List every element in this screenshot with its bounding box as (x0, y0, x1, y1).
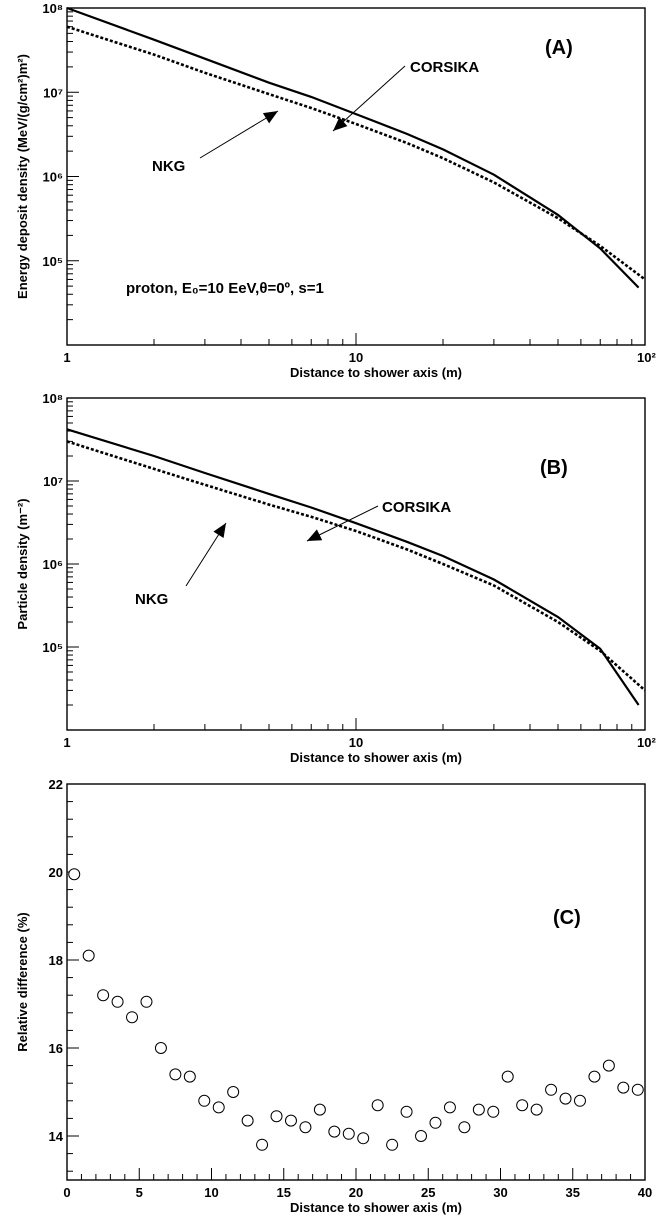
data-point (82, 949, 95, 962)
x-tick-label: 5 (136, 1185, 143, 1200)
annotation-nkg: NKG (135, 591, 168, 608)
x-tick-label: 1 (63, 350, 70, 365)
y-tick-label: 20 (49, 865, 63, 880)
data-point (472, 1103, 485, 1116)
data-point (198, 1094, 211, 1107)
data-point (602, 1059, 615, 1072)
data-point (545, 1083, 558, 1096)
data-point (140, 995, 153, 1008)
y-tick-label: 10⁷ (43, 474, 63, 489)
data-point (559, 1092, 572, 1105)
y-tick-label: 10⁸ (42, 1, 63, 16)
x-tick-label: 10 (204, 1185, 218, 1200)
x-axis-label: Distance to shower axis (m) (290, 750, 462, 765)
x-axis-label: Distance to shower axis (m) (290, 365, 462, 380)
plot-frame (66, 397, 646, 731)
y-tick-label: 18 (49, 953, 63, 968)
x-tick-label: 0 (63, 1185, 70, 1200)
data-point (111, 995, 124, 1008)
chart-panel-c: 0 5 10 15 20 25 30 35 40 14 16 18 20 22 Distance to sh… (15, 777, 652, 1215)
arrowhead-corsika (307, 529, 323, 541)
data-point (516, 1099, 529, 1112)
y-tick-label: 22 (49, 777, 63, 792)
arrow-corsika (332, 65, 406, 132)
x-tick-label: 10 (349, 350, 363, 365)
x-tick-label: 35 (566, 1185, 580, 1200)
data-point (487, 1105, 500, 1118)
data-point (256, 1138, 269, 1151)
data-point (68, 868, 81, 881)
arrow-nkg (199, 110, 279, 159)
annotation-parameters: proton, E₀=10 EeV,θ=0º, s=1 (126, 280, 324, 297)
x-tick-label: 25 (421, 1185, 435, 1200)
panel-label: (B) (540, 457, 568, 479)
data-point (183, 1070, 196, 1083)
data-point (270, 1110, 283, 1123)
arrowhead-nkg (213, 523, 226, 539)
data-point (284, 1114, 297, 1127)
data-point (342, 1127, 355, 1140)
x-tick-label: 30 (493, 1185, 507, 1200)
series-line-corsika (66, 428, 640, 706)
data-point (415, 1130, 428, 1142)
y-tick-label: 10⁷ (43, 85, 63, 100)
data-point (357, 1132, 370, 1145)
data-point (227, 1086, 240, 1098)
panel-label: (C) (553, 907, 581, 929)
series-line-corsika (66, 6, 640, 289)
data-point (617, 1081, 630, 1094)
y-tick-label: 10⁵ (42, 640, 63, 655)
x-axis-label: Distance to shower axis (m) (290, 1200, 462, 1215)
data-point (97, 989, 110, 1002)
data-point (429, 1116, 442, 1129)
y-tick-label: 10⁵ (42, 254, 63, 269)
data-point (328, 1125, 341, 1138)
y-tick-label: 10⁸ (42, 391, 63, 406)
y-axis-label: Energy deposit density (MeV/(g/cm²)m²) (15, 54, 30, 299)
plot-frame (66, 783, 646, 1181)
data-point (299, 1121, 312, 1134)
x-tick-label: 1 (63, 735, 70, 750)
arrowhead-corsika (333, 117, 348, 131)
y-tick-label: 14 (49, 1129, 64, 1144)
data-point (154, 1042, 167, 1054)
x-tick-label: 15 (277, 1185, 291, 1200)
y-tick-label: 10⁶ (43, 170, 63, 185)
y-tick-label: 10⁶ (43, 557, 63, 572)
data-point (313, 1103, 326, 1116)
series-line-nkg (66, 25, 646, 281)
data-point (400, 1105, 413, 1118)
panel-label: (A) (545, 37, 573, 59)
x-tick-label: 10² (637, 735, 656, 750)
data-point (169, 1068, 182, 1081)
x-tick-label: 10 (349, 735, 363, 750)
annotation-nkg: NKG (152, 158, 185, 175)
data-point (573, 1094, 586, 1107)
annotation-corsika: CORSIKA (382, 499, 451, 516)
data-point (371, 1099, 384, 1112)
data-point (443, 1101, 456, 1114)
x-tick-label: 20 (349, 1185, 363, 1200)
series-line-nkg (66, 440, 646, 692)
data-point (241, 1114, 254, 1127)
data-point (588, 1070, 601, 1083)
data-point (212, 1101, 225, 1114)
chart-panel-a: 1 10 10² 10⁵ 10⁶ 10⁷ 10⁸ Distance to shower axi… (15, 1, 656, 380)
data-point (386, 1138, 399, 1151)
data-point (126, 1011, 139, 1024)
data-point (458, 1121, 471, 1134)
chart-panel-b: 1 10 10² 10⁵ 10⁶ 10⁷ 10⁸ Distance to shower axi… (15, 391, 656, 765)
x-tick-label: 10² (637, 350, 656, 365)
x-tick-label: 40 (638, 1185, 652, 1200)
data-point (501, 1070, 514, 1083)
y-tick-label: 16 (49, 1041, 63, 1056)
arrowhead-nkg (262, 111, 278, 124)
data-point (530, 1103, 543, 1116)
annotation-corsika: CORSIKA (410, 59, 479, 76)
y-axis-label: Particle density (m⁻²) (15, 498, 30, 629)
data-point (631, 1083, 644, 1096)
y-axis-label: Relative difference (%) (15, 912, 30, 1051)
